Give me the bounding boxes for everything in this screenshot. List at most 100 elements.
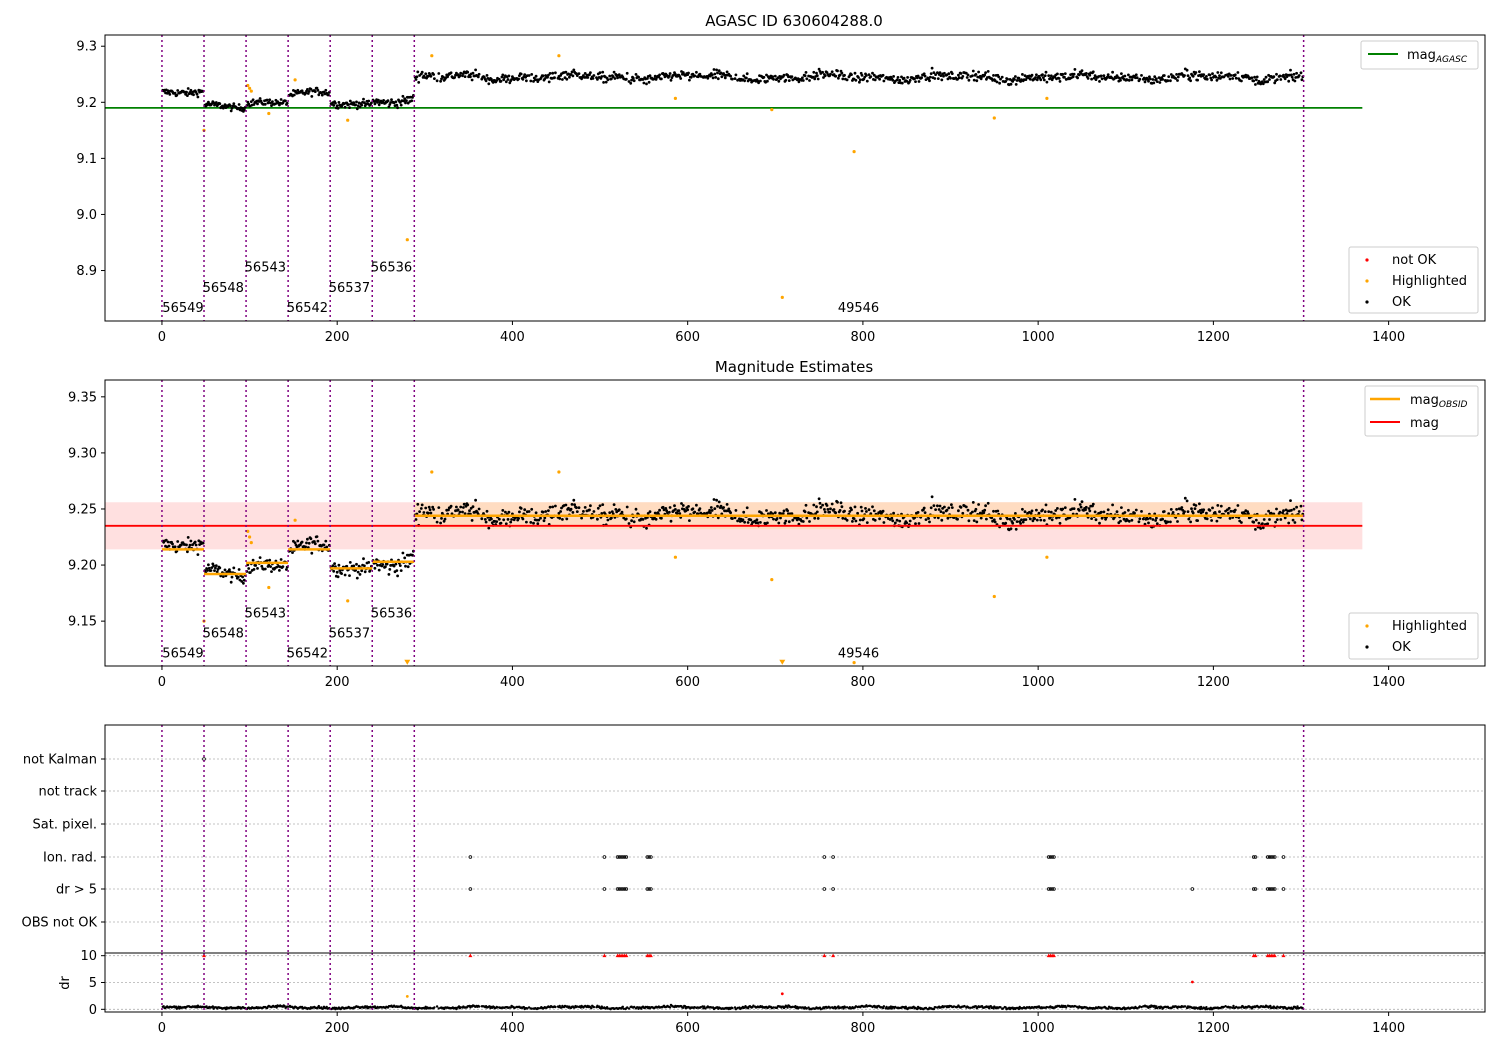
data-point xyxy=(1143,80,1147,84)
data-point xyxy=(667,74,671,78)
data-point xyxy=(917,80,921,83)
data-point xyxy=(1024,518,1028,521)
data-point xyxy=(1037,511,1041,515)
flag-marker xyxy=(831,855,835,859)
data-point xyxy=(745,72,749,76)
data-point xyxy=(928,79,931,83)
data-point xyxy=(772,1006,775,1009)
data-point xyxy=(466,70,470,74)
data-point xyxy=(1161,517,1164,521)
data-point xyxy=(646,77,649,80)
data-point xyxy=(251,98,255,102)
data-point xyxy=(784,519,788,523)
data-point xyxy=(446,75,449,79)
data-point xyxy=(1229,509,1233,513)
data-point xyxy=(1300,518,1304,522)
data-point xyxy=(1193,507,1197,510)
data-point xyxy=(432,508,435,511)
data-point xyxy=(278,569,281,572)
data-point xyxy=(268,98,272,102)
data-point xyxy=(630,78,633,82)
data-point xyxy=(668,72,672,75)
data-point xyxy=(873,518,877,522)
data-point xyxy=(394,562,398,566)
data-point xyxy=(355,576,359,580)
data-point xyxy=(934,73,937,76)
data-point xyxy=(734,509,738,512)
data-point xyxy=(1211,72,1214,76)
data-point xyxy=(1111,70,1114,74)
data-point xyxy=(1102,510,1106,514)
data-point xyxy=(882,79,886,83)
data-point xyxy=(443,517,447,521)
data-point xyxy=(936,504,939,508)
data-point xyxy=(892,511,895,515)
data-point xyxy=(171,542,174,546)
data-point xyxy=(1039,518,1043,522)
data-point xyxy=(348,574,351,577)
data-point xyxy=(317,1004,320,1008)
y-tick-label: 9.25 xyxy=(68,502,97,517)
data-point xyxy=(691,507,695,511)
data-point xyxy=(648,74,652,77)
data-point xyxy=(964,505,968,509)
data-point xyxy=(814,512,817,515)
data-point xyxy=(429,74,433,78)
data-point xyxy=(865,510,868,513)
data-point xyxy=(355,562,358,566)
observation-label: 56537 xyxy=(329,626,370,641)
data-point xyxy=(963,1004,966,1008)
data-point xyxy=(521,77,525,81)
data-point xyxy=(898,78,902,82)
data-point xyxy=(596,517,599,521)
data-point xyxy=(686,508,690,512)
data-point xyxy=(218,566,222,570)
data-point xyxy=(1148,516,1152,520)
data-point xyxy=(678,512,682,515)
data-point xyxy=(627,1007,631,1010)
data-point xyxy=(1189,79,1192,83)
data-point xyxy=(228,104,232,108)
data-point xyxy=(356,570,360,574)
data-point xyxy=(947,506,951,510)
data-point xyxy=(404,101,407,105)
data-point xyxy=(606,518,610,522)
legend-label: magOBSID xyxy=(1410,393,1468,410)
data-point xyxy=(695,503,698,507)
data-point xyxy=(1140,74,1143,77)
data-point xyxy=(315,535,319,538)
data-point xyxy=(667,510,671,514)
data-point xyxy=(186,87,190,90)
data-point xyxy=(377,98,380,102)
data-point xyxy=(1014,83,1018,86)
data-point xyxy=(815,510,819,514)
data-point xyxy=(596,78,599,81)
data-point xyxy=(1296,1005,1299,1008)
data-point xyxy=(560,506,563,510)
data-point xyxy=(703,1005,706,1008)
data-point xyxy=(558,516,562,520)
flag-category-label: not Kalman xyxy=(23,753,97,768)
data-point xyxy=(201,1005,205,1009)
data-point xyxy=(215,570,219,574)
data-point xyxy=(1167,1006,1170,1010)
data-point xyxy=(882,521,886,524)
flag-marker xyxy=(1190,887,1195,891)
data-point xyxy=(551,505,555,509)
data-point xyxy=(411,553,414,557)
data-point xyxy=(1151,518,1155,521)
data-point xyxy=(1254,78,1258,82)
data-point xyxy=(823,508,826,511)
data-point xyxy=(1122,517,1126,521)
data-point xyxy=(557,511,561,515)
data-point xyxy=(755,518,759,522)
x-tick-label: 0 xyxy=(158,330,166,345)
data-point xyxy=(851,520,854,523)
data-point xyxy=(431,505,435,509)
flag-marker xyxy=(202,757,206,761)
data-point xyxy=(1264,75,1268,79)
data-point xyxy=(1161,78,1164,81)
data-point xyxy=(1151,78,1155,81)
data-point xyxy=(201,541,205,545)
data-point xyxy=(313,542,317,546)
